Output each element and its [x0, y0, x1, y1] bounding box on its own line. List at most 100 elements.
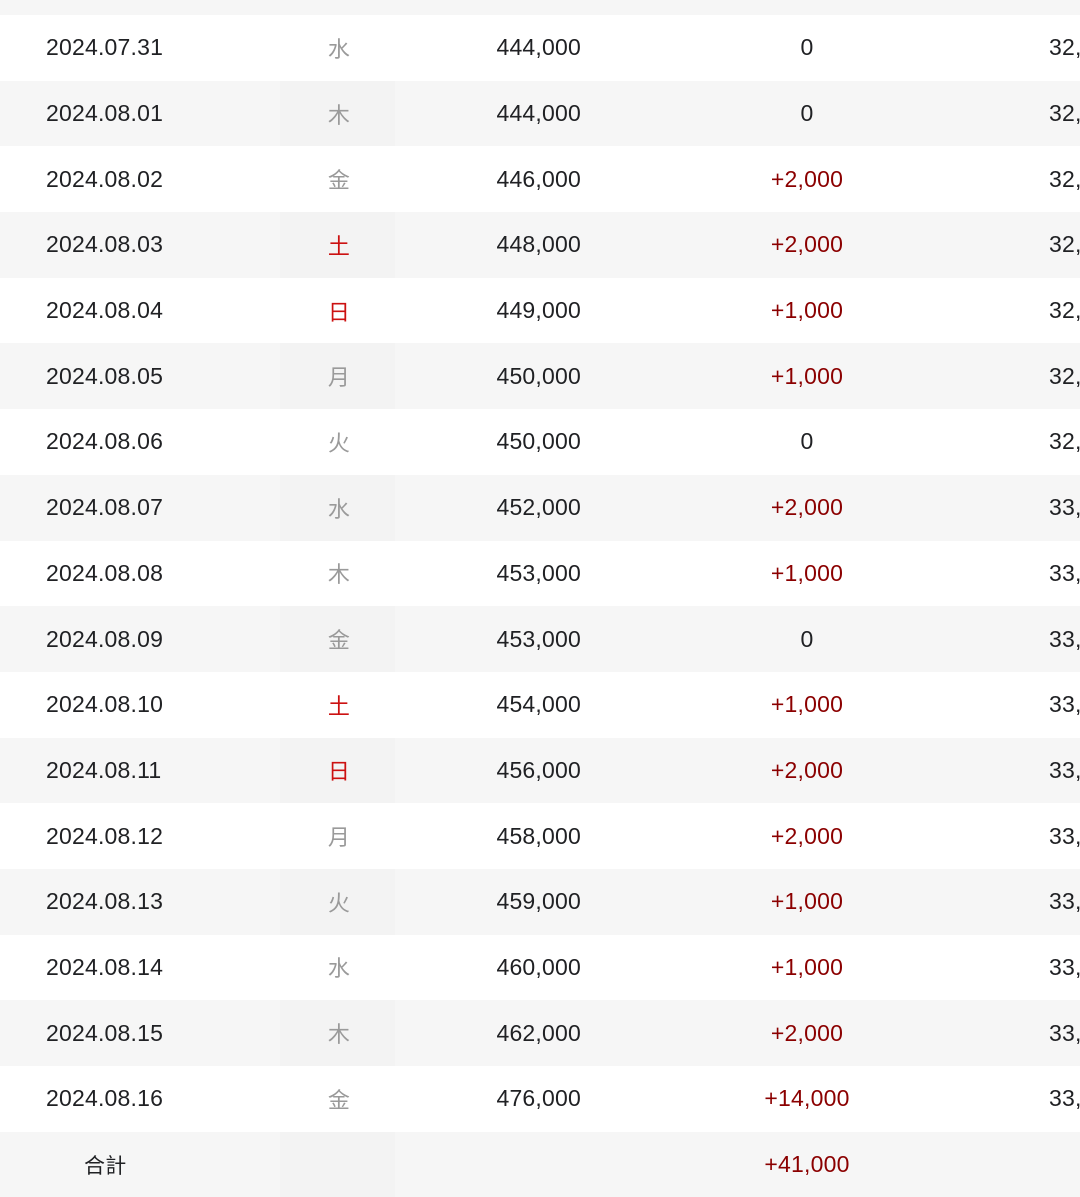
change-cell: 0: [800, 625, 814, 652]
weekday-cell: 月: [327, 366, 351, 392]
dow-column-shade: [280, 737, 395, 804]
truncated-cell: 33,: [1049, 625, 1080, 652]
truncated-cell: 32,: [1049, 428, 1080, 455]
table-row: 2024.08.03 土 448,000 +2,000 32,: [0, 212, 1080, 278]
value-cell: 459,000: [496, 888, 581, 915]
top-strip: [0, 0, 1080, 15]
truncated-cell: 33,: [1049, 888, 1080, 915]
date-cell: 2024.08.10: [46, 691, 164, 718]
change-cell: +1,000: [770, 888, 844, 915]
truncated-cell: 33,: [1049, 691, 1080, 718]
table-row: 2024.08.02 金 446,000 +2,000 32,: [0, 146, 1080, 213]
table-row: 2024.08.15 木 462,000 +2,000 33,: [0, 1000, 1080, 1066]
value-cell: 452,000: [496, 494, 581, 521]
truncated-cell: 32,: [1049, 362, 1080, 389]
value-cell: 458,000: [496, 822, 581, 849]
change-cell: +2,000: [770, 1019, 844, 1046]
change-cell: +2,000: [770, 231, 844, 258]
truncated-cell: 33,: [1049, 494, 1080, 521]
value-cell: 449,000: [496, 297, 581, 324]
truncated-cell: 33,: [1049, 1019, 1080, 1046]
truncated-cell: 33,: [1049, 953, 1080, 980]
weekday-cell: 水: [327, 957, 351, 983]
dow-column-shade: [280, 212, 395, 278]
table-row: 2024.08.09 金 453,000 0 33,: [0, 606, 1080, 672]
truncated-cell: 32,: [1049, 231, 1080, 258]
value-cell: 450,000: [496, 362, 581, 389]
change-cell: +1,000: [770, 559, 844, 586]
dow-column-shade: [280, 474, 395, 541]
change-cell: 0: [800, 428, 814, 455]
value-cell: 460,000: [496, 953, 581, 980]
truncated-cell: 32,: [1049, 34, 1080, 61]
weekday-cell: 土: [327, 694, 351, 720]
truncated-cell: 33,: [1049, 822, 1080, 849]
table-row: 2024.08.12 月 458,000 +2,000 33,: [0, 803, 1080, 869]
value-cell: 476,000: [496, 1085, 581, 1112]
table-row: 2024.08.10 土 454,000 +1,000 33,: [0, 671, 1080, 738]
date-cell: 2024.08.12: [46, 822, 164, 849]
weekday-cell: 木: [327, 1023, 351, 1049]
value-cell: 453,000: [496, 559, 581, 586]
date-cell: 2024.08.08: [46, 559, 164, 586]
truncated-cell: 33,: [1049, 1085, 1080, 1112]
change-cell: +1,000: [770, 953, 844, 980]
table-row: 2024.08.11 日 456,000 +2,000 33,: [0, 737, 1080, 804]
dow-column-shade: [280, 80, 395, 147]
change-cell: +2,000: [770, 494, 844, 521]
date-cell: 2024.08.06: [46, 428, 164, 455]
weekday-cell: 日: [327, 300, 351, 326]
change-cell: +14,000: [764, 1085, 850, 1112]
truncated-cell: 33,: [1049, 756, 1080, 783]
weekday-cell: 金: [327, 1088, 351, 1114]
dow-column-shade: [280, 606, 395, 672]
change-cell: +2,000: [770, 756, 844, 783]
weekday-cell: 火: [327, 891, 351, 917]
total-row: 合計 +41,000: [0, 1131, 1080, 1197]
weekday-cell: 土: [327, 234, 351, 260]
value-cell: 450,000: [496, 428, 581, 455]
date-cell: 2024.08.16: [46, 1085, 164, 1112]
date-cell: 2024.08.03: [46, 231, 164, 258]
table-row: 2024.08.13 火 459,000 +1,000 33,: [0, 868, 1080, 935]
value-cell: 446,000: [496, 165, 581, 192]
table-row: 2024.08.07 水 452,000 +2,000 33,: [0, 474, 1080, 541]
dow-column-shade: [280, 343, 395, 410]
truncated-cell: 32,: [1049, 165, 1080, 192]
value-cell: 454,000: [496, 691, 581, 718]
date-cell: 2024.08.04: [46, 297, 164, 324]
date-cell: 2024.08.11: [46, 756, 162, 783]
table-row: 2024.08.06 火 450,000 0 32,: [0, 409, 1080, 475]
date-cell: 2024.08.09: [46, 625, 164, 652]
table-row: 2024.08.14 水 460,000 +1,000 33,: [0, 934, 1080, 1001]
date-cell: 2024.08.01: [46, 100, 164, 127]
value-cell: 456,000: [496, 756, 581, 783]
change-cell: +1,000: [770, 362, 844, 389]
weekday-cell: 木: [327, 103, 351, 129]
change-cell: +1,000: [770, 297, 844, 324]
weekday-cell: 木: [327, 563, 351, 589]
change-cell: 0: [800, 100, 814, 127]
value-cell: 444,000: [496, 34, 581, 61]
table-row: 2024.08.08 木 453,000 +1,000 33,: [0, 540, 1080, 607]
date-cell: 2024.08.05: [46, 362, 164, 389]
dow-column-shade: [280, 1131, 395, 1197]
truncated-cell: 32,: [1049, 297, 1080, 324]
value-cell: 444,000: [496, 100, 581, 127]
weekday-cell: 水: [327, 37, 351, 63]
change-cell: +2,000: [770, 822, 844, 849]
date-cell: 2024.08.02: [46, 165, 164, 192]
date-cell: 2024.08.15: [46, 1019, 164, 1046]
truncated-cell: 32,: [1049, 100, 1080, 127]
value-cell: 462,000: [496, 1019, 581, 1046]
truncated-cell: 33,: [1049, 559, 1080, 586]
change-cell: 0: [800, 34, 814, 61]
weekday-cell: 月: [327, 826, 351, 852]
date-cell: 2024.07.31: [46, 34, 164, 61]
weekday-cell: 水: [327, 497, 351, 523]
weekday-cell: 金: [327, 169, 351, 195]
dow-column-shade: [280, 1000, 395, 1066]
dow-column-shade: [280, 868, 395, 935]
table-row: 2024.08.16 金 476,000 +14,000 33,: [0, 1066, 1080, 1132]
weekday-cell: 金: [327, 629, 351, 655]
